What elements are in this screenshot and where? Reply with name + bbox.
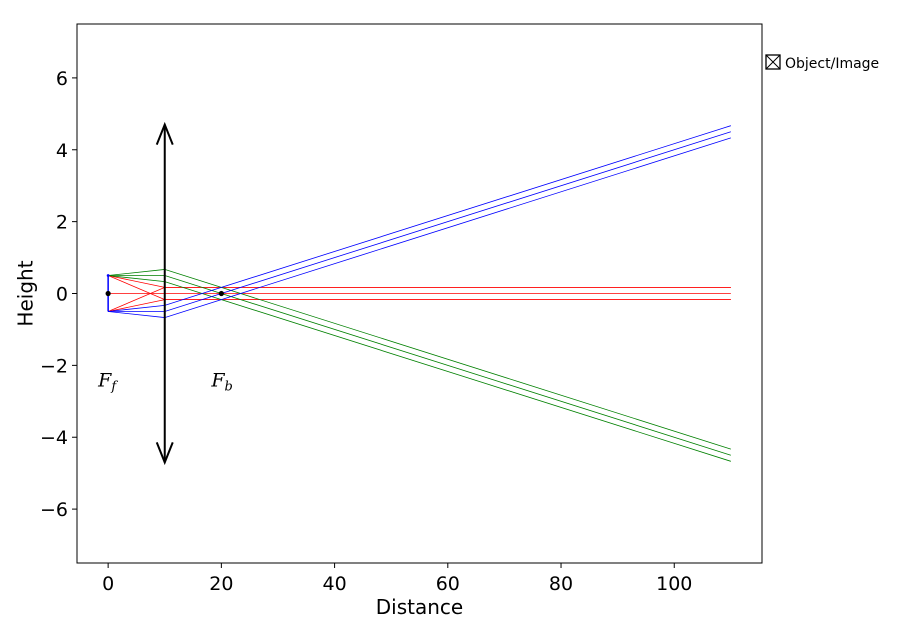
x-tick-label-1: 20 [209,573,233,595]
legend: Object/Image [765,54,879,72]
object-tip-marker [106,274,110,277]
focal-label-front: Ff [97,370,118,395]
y-tick-label-6: 6 [56,68,68,90]
y-tick-label-0: −6 [40,499,68,521]
y-tick-label-1: −4 [40,427,68,449]
y-tick-label-3: 0 [56,284,68,306]
focal-label-front-sub: f [110,380,118,395]
y-axis-label: Height [14,260,38,326]
ray-series-group [107,125,731,462]
ray-line-5 [108,269,731,450]
x-tick-label-3: 60 [436,573,460,595]
y-axis-ticks: −6 −4 −2 0 2 4 6 [40,68,77,521]
x-axis-ticks: 0 20 40 60 80 100 [102,563,692,595]
lens-arrowhead-top [155,121,174,145]
y-tick-label-4: 2 [56,212,68,234]
x-axis-label: Distance [376,595,463,619]
legend-marker-icon [765,54,781,70]
ray-line-6 [108,275,731,456]
y-tick-label-2: −2 [40,355,68,377]
lens-group [155,121,174,466]
ray-line-10 [108,125,731,312]
lens-arrowhead-bottom [155,442,174,466]
focal-points-group: Ff Fb [97,290,233,395]
focal-label-back-sub: b [225,380,233,395]
x-tick-label-4: 80 [549,573,573,595]
ray-line-8 [108,137,731,318]
focal-label-back: Fb [210,370,233,395]
focal-point-back [218,290,224,297]
x-tick-label-5: 100 [656,573,692,595]
x-tick-label-2: 40 [322,573,346,595]
ray-line-7 [108,275,731,462]
ray-line-9 [108,131,731,312]
x-tick-label-0: 0 [102,573,114,595]
focal-label-front-base: F [97,370,112,392]
focal-point-front [105,290,111,297]
focal-label-back-base: F [210,370,225,392]
legend-entry-object-image: Object/Image [785,56,879,72]
legend-marker-cross-b [765,54,781,70]
y-tick-label-5: 4 [56,140,68,162]
